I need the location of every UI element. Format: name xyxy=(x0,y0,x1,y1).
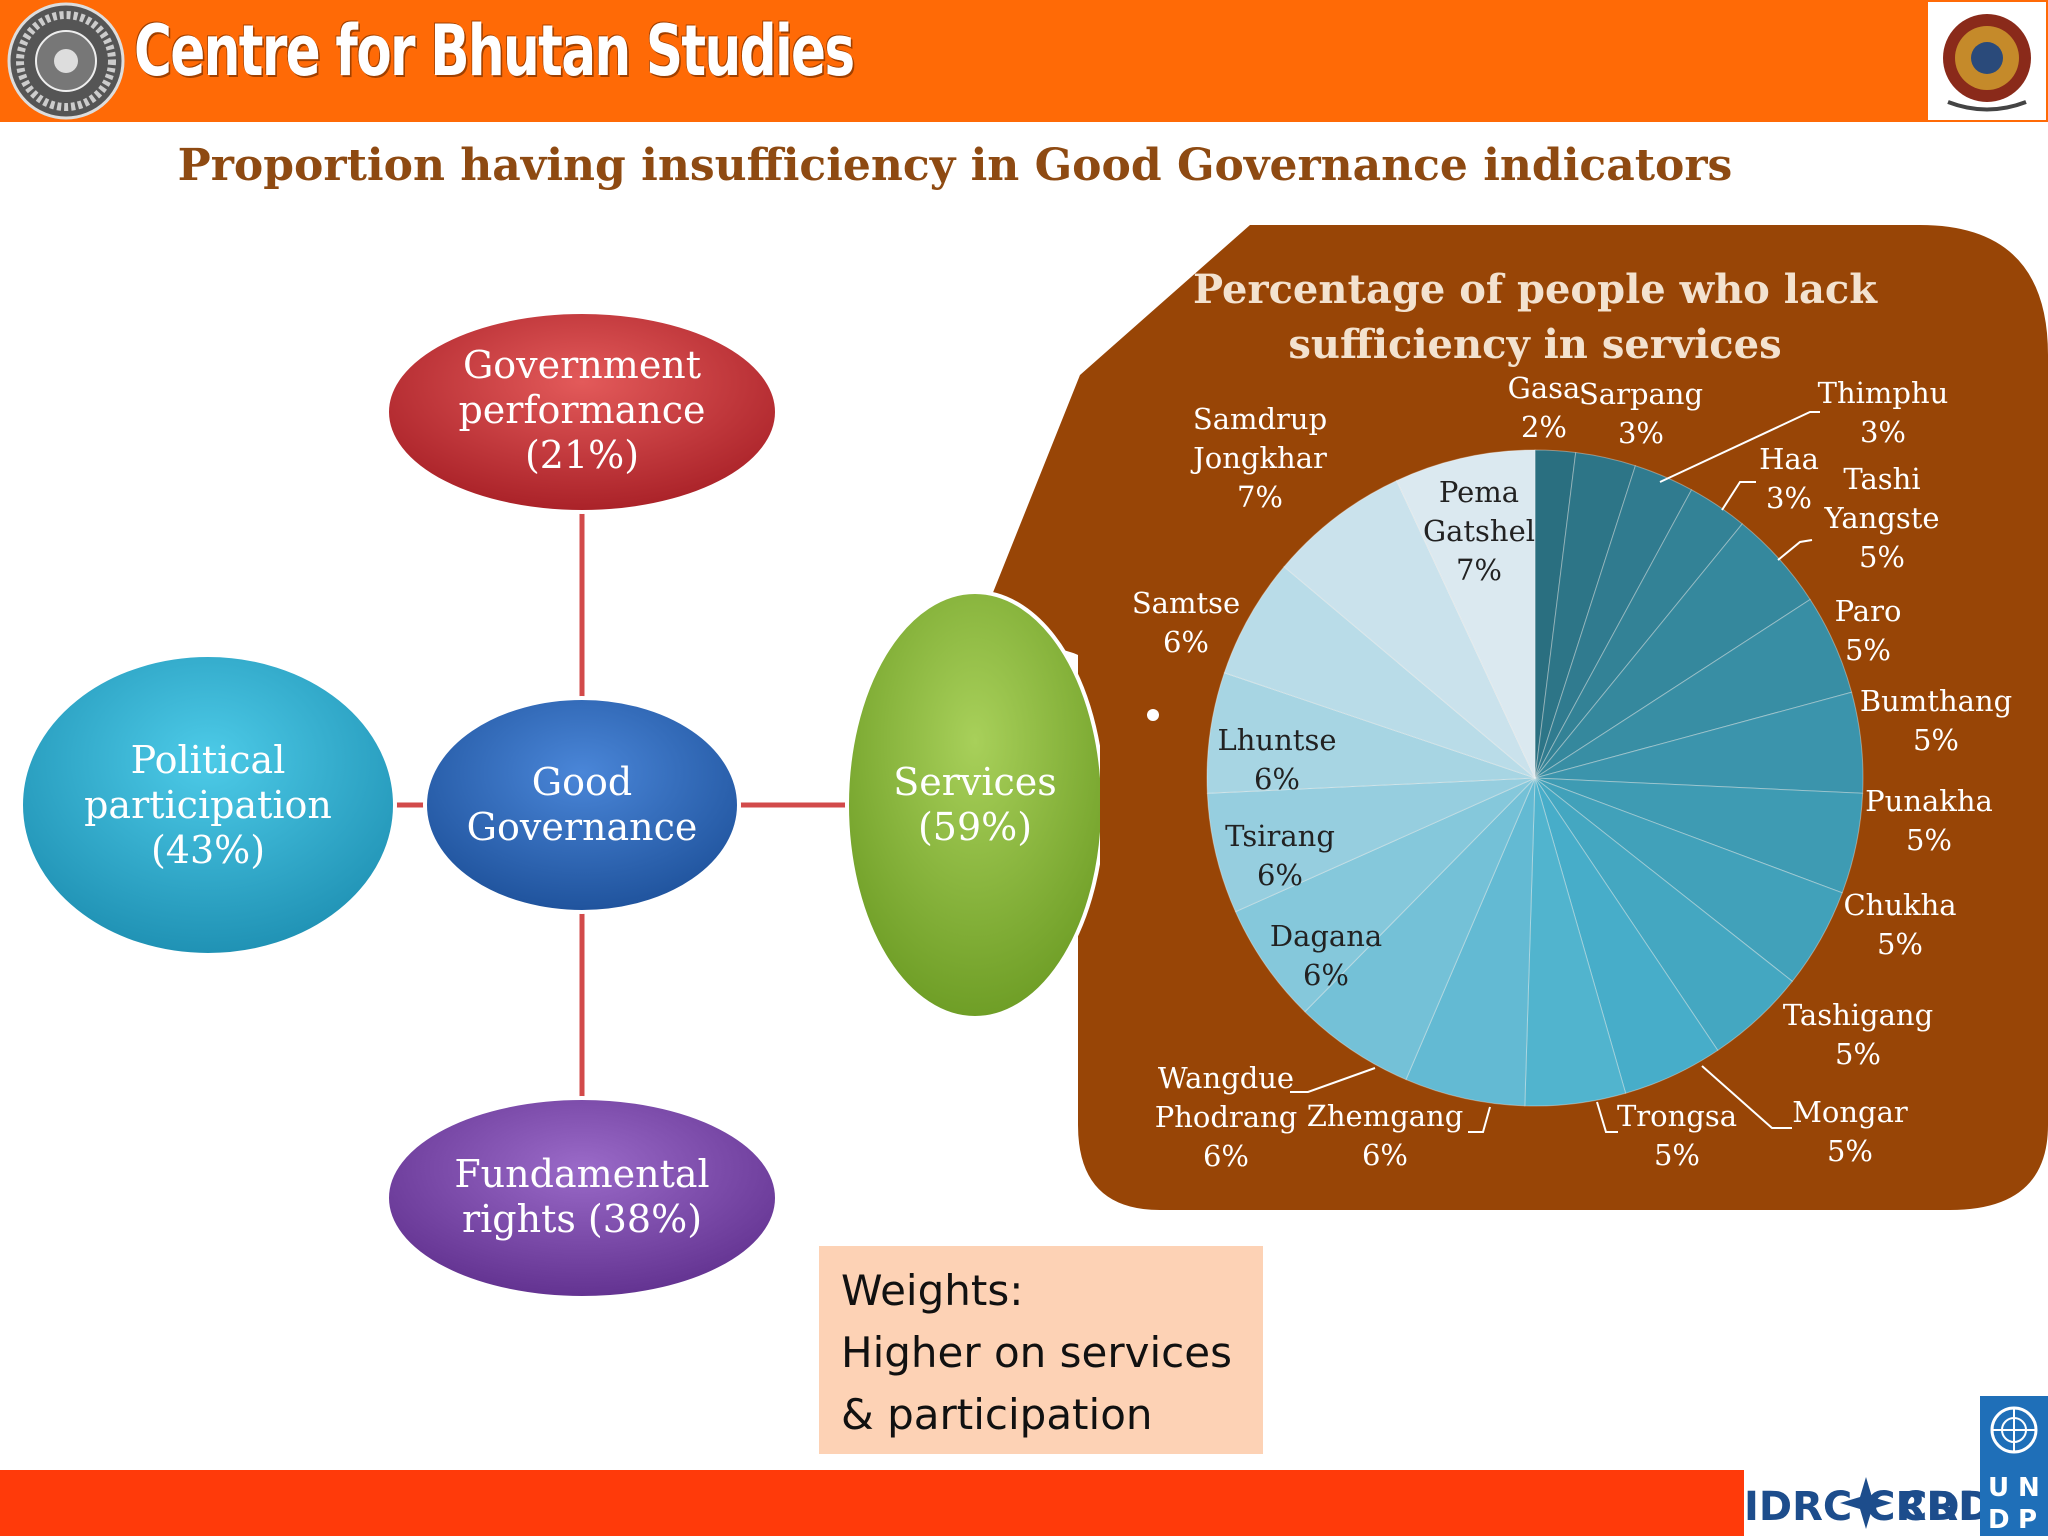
weights-line2: Higher on services xyxy=(841,1328,1232,1377)
pp-line3: (43%) xyxy=(150,828,266,872)
pie-slice-lhuntse xyxy=(1206,672,1536,794)
leader-line xyxy=(1290,1067,1376,1093)
node-political-participation xyxy=(19,653,397,957)
pie-slice-tsirang xyxy=(1206,777,1536,913)
pie-slice-dagana xyxy=(1234,777,1536,1013)
pie-slice-samtse xyxy=(1223,566,1536,779)
leader-line xyxy=(1659,411,1820,483)
leader-line xyxy=(1468,1106,1491,1133)
governance-diagram xyxy=(19,310,1100,1300)
idrc-star-icon xyxy=(1840,1477,1892,1529)
pie-slice-chukha xyxy=(1534,777,1843,983)
undp-logo-icon: U N D P xyxy=(1980,1396,2048,1536)
svg-text:N: N xyxy=(2018,1473,2040,1503)
pie-label-samdrup-jongkhar: Samdrup Jongkhar 7% xyxy=(1190,402,1327,514)
leader-line xyxy=(1596,1101,1618,1133)
pie-label-gasa: Gasa 2% xyxy=(1508,371,1581,444)
pie-slice-trongsa xyxy=(1524,777,1627,1107)
pie-label-zhemgang: Zhemgang 6% xyxy=(1307,1099,1464,1172)
pie-label-tashigang: Tashigang 5% xyxy=(1783,998,1933,1071)
pie-label-tsirang: Tsirang 6% xyxy=(1225,819,1335,892)
pie-label-mongar: Mongar 5% xyxy=(1792,1095,1908,1168)
pie-label-thimphu: Thimphu 3% xyxy=(1818,376,1949,449)
node-government-performance-label: Government performance (21%) xyxy=(432,343,732,478)
gp-line2: performance xyxy=(458,388,706,432)
chart-title: Percentage of people who lack sufficienc… xyxy=(1193,266,1877,368)
pie-slice-punakha xyxy=(1534,777,1864,894)
node-political-participation-label: Political participation (43%) xyxy=(58,738,358,873)
pie-label-bumthang: Bumthang 5% xyxy=(1860,684,2012,757)
header-bar xyxy=(0,0,2048,122)
pie-label-lhuntse: Lhuntse 6% xyxy=(1218,723,1337,796)
pp-line2: participation xyxy=(84,783,332,827)
footer-bar xyxy=(0,1470,1744,1536)
pie-label-samtse: Samtse 6% xyxy=(1132,586,1240,659)
pie-slice-bumthang xyxy=(1534,691,1864,794)
services-line2: (59%) xyxy=(917,805,1033,849)
pie-slice-sarpang xyxy=(1534,451,1637,779)
node-government-performance xyxy=(385,310,779,514)
pie-chart: Gasa 2%Sarpang 3% Thimphu 3%Haa 3%Tashi Yangst… xyxy=(1132,371,2012,1173)
pie-slice-pema-gatshel xyxy=(1395,449,1536,779)
node-fundamental-rights-label: Fundamental rights (38%) xyxy=(432,1152,732,1242)
bhutan-emblem-icon xyxy=(1928,2,2046,120)
pie-slice-tashigang xyxy=(1534,777,1794,1052)
node-good-governance xyxy=(423,696,741,914)
gp-line1: Government xyxy=(462,343,702,387)
gg-line1: Good xyxy=(531,760,633,804)
fr-line1: Fundamental xyxy=(454,1152,710,1196)
pie-slice-mongar xyxy=(1534,777,1719,1094)
pie-slice-thimphu xyxy=(1534,465,1693,779)
pie-slice-haa xyxy=(1534,489,1744,779)
pie-label-haa: Haa 3% xyxy=(1759,442,1819,515)
org-name: Centre for Bhutan Studies xyxy=(134,10,855,92)
pie-label-punakha: Punakha 5% xyxy=(1865,784,1993,857)
node-services-label: Services (59%) xyxy=(875,760,1075,850)
svg-text:U: U xyxy=(1988,1473,2009,1503)
leader-line xyxy=(1701,1065,1792,1129)
svg-text:D: D xyxy=(1988,1505,2010,1535)
pie-label-paro: Paro 5% xyxy=(1835,594,1902,667)
pie-label-tashi-yangste: Tashi Yangste 5% xyxy=(1823,462,1939,574)
bullet-dot xyxy=(1147,709,1159,721)
weights-line1: Weights: xyxy=(841,1266,1024,1315)
weights-note: Weights: Higher on services & participat… xyxy=(819,1246,1263,1454)
pie-label-pema-gatshel: Pema Gatshel 7% xyxy=(1423,475,1535,587)
pie-label-dagana: Dagana 6% xyxy=(1270,919,1382,992)
pie-label-trongsa: Trongsa 5% xyxy=(1617,1099,1737,1172)
gp-line3: (21%) xyxy=(524,433,640,477)
node-services xyxy=(845,590,1100,1020)
pie-slice-paro xyxy=(1534,598,1853,779)
pie-slice-gasa xyxy=(1534,449,1577,779)
slide-title: Proportion having insufficiency in Good … xyxy=(177,140,1733,191)
node-good-governance-label: Good Governance xyxy=(432,760,732,850)
pie-label-wangdue-phodrang: Wangdue Phodrang 6% xyxy=(1155,1061,1298,1173)
svg-text:P: P xyxy=(2018,1505,2037,1535)
cbs-wheel-logo xyxy=(2,2,130,120)
pie-label-chukha: Chukha 5% xyxy=(1843,888,1956,961)
pie-slice-zhemgang xyxy=(1405,777,1536,1107)
fr-line2: rights (38%) xyxy=(461,1197,703,1241)
leader-line xyxy=(1721,481,1756,511)
services-line1: Services xyxy=(893,760,1057,804)
pie-label-sarpang: Sarpang 3% xyxy=(1579,377,1703,450)
pie-slice-samdrup-jongkhar xyxy=(1283,479,1536,779)
gg-line2: Governance xyxy=(466,805,698,849)
node-fundamental-rights xyxy=(385,1096,779,1300)
pp-line1: Political xyxy=(130,738,286,782)
leader-line xyxy=(1777,539,1813,561)
weights-line3: & participation xyxy=(841,1390,1153,1439)
pie-slice-wangdue-phodrang xyxy=(1304,777,1536,1081)
